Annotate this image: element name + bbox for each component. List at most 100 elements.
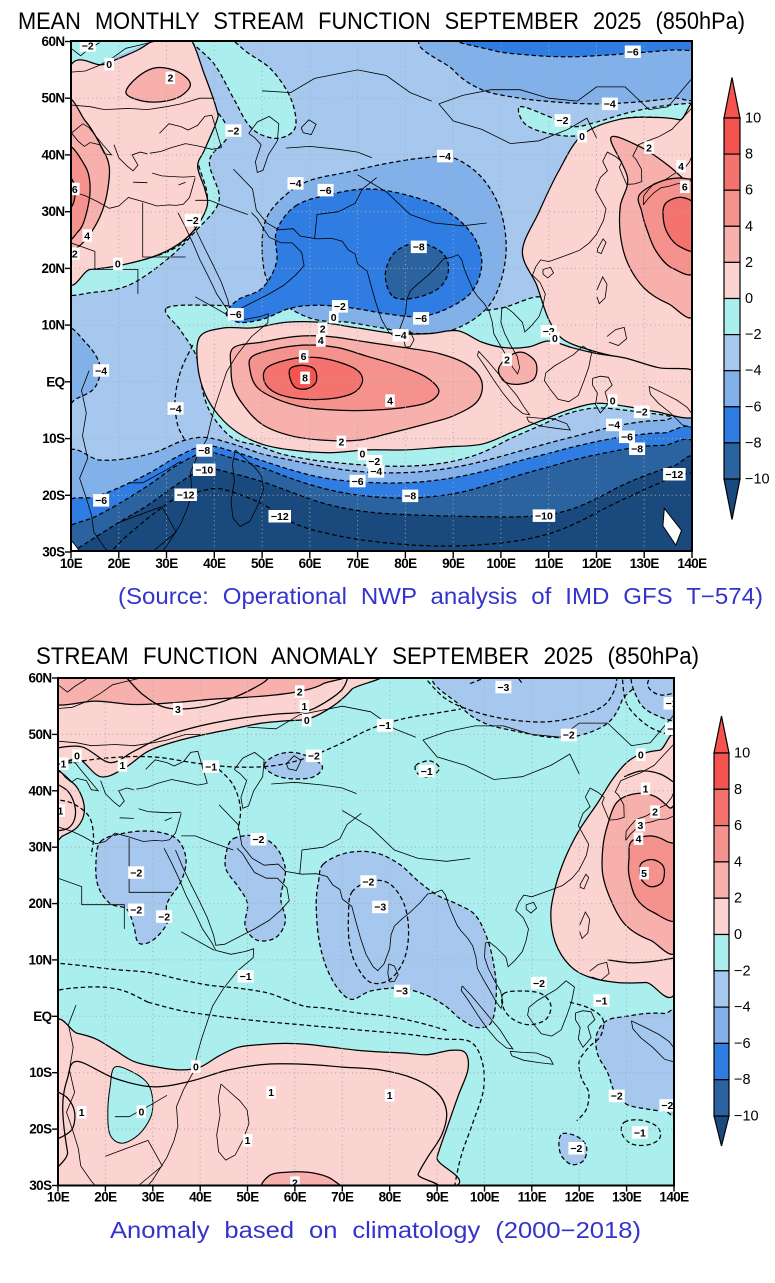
svg-text:6: 6 [734,818,742,834]
svg-text:EQ: EQ [33,1009,51,1024]
svg-text:4: 4 [84,230,90,242]
svg-text:−2: −2 [734,963,751,979]
svg-text:70E: 70E [346,556,369,571]
svg-text:−1: −1 [596,995,608,1007]
svg-text:2: 2 [504,355,510,367]
svg-text:1: 1 [387,1090,393,1102]
svg-text:50E: 50E [251,556,274,571]
svg-text:−12: −12 [271,511,289,523]
svg-text:−6: −6 [352,476,364,488]
svg-text:30S: 30S [42,545,65,560]
svg-text:3: 3 [637,820,643,832]
svg-text:−2: −2 [563,730,575,742]
svg-text:10E: 10E [60,556,83,571]
svg-text:30N: 30N [29,840,52,855]
svg-text:60E: 60E [299,556,322,571]
svg-text:10S: 10S [29,1065,52,1080]
svg-text:−2: −2 [227,125,239,137]
svg-text:−12: −12 [665,469,683,481]
svg-text:0: 0 [359,449,365,461]
svg-text:−2: −2 [611,1091,623,1103]
svg-text:−10: −10 [195,465,213,477]
svg-text:0: 0 [138,1106,144,1118]
svg-text:20S: 20S [42,488,65,503]
svg-text:20N: 20N [42,261,65,276]
svg-text:−4: −4 [170,403,182,415]
svg-text:1: 1 [643,783,649,795]
svg-text:1: 1 [119,760,125,772]
svg-text:60N: 60N [29,671,52,686]
svg-text:−2: −2 [308,751,320,763]
svg-text:−2: −2 [661,1100,673,1112]
svg-text:30E: 30E [142,1190,165,1205]
svg-text:40N: 40N [42,147,65,162]
svg-text:140E: 140E [659,1190,689,1205]
svg-text:20S: 20S [29,1122,52,1137]
svg-text:20N: 20N [29,896,52,911]
svg-text:130E: 130E [612,1190,642,1205]
svg-text:2: 2 [745,255,753,271]
svg-text:80E: 80E [394,556,417,571]
svg-text:−2: −2 [158,911,170,923]
svg-text:4: 4 [387,395,393,407]
svg-text:−2: −2 [636,407,648,419]
svg-text:−4: −4 [95,365,107,377]
svg-text:−3: −3 [497,682,509,694]
svg-text:0: 0 [193,1061,199,1073]
svg-text:140E: 140E [677,556,707,571]
svg-text:−1: −1 [54,759,66,771]
svg-text:30N: 30N [42,204,65,219]
svg-text:−4: −4 [608,420,620,432]
svg-text:−1: −1 [666,698,678,710]
svg-text:−10: −10 [535,511,553,523]
svg-text:−1: −1 [240,971,252,983]
svg-text:1: 1 [301,701,307,713]
svg-text:0: 0 [745,291,753,307]
svg-text:2: 2 [652,806,658,818]
svg-text:6: 6 [301,351,307,363]
svg-text:2: 2 [297,686,303,698]
svg-text:8: 8 [734,782,742,798]
svg-text:0: 0 [579,131,585,143]
svg-text:−2: −2 [334,301,346,313]
svg-text:2: 2 [338,437,344,449]
svg-text:−4: −4 [439,151,451,163]
svg-text:90E: 90E [426,1190,449,1205]
svg-text:6: 6 [72,184,78,196]
svg-text:0: 0 [115,259,121,271]
svg-text:6: 6 [682,182,688,194]
svg-text:50E: 50E [236,1190,259,1205]
svg-text:1: 1 [268,1087,274,1099]
svg-text:40E: 40E [189,1190,212,1205]
svg-text:0: 0 [304,715,310,727]
svg-text:−6: −6 [95,495,107,507]
svg-text:−1: −1 [421,766,433,778]
svg-text:0: 0 [638,750,644,762]
svg-text:−4: −4 [395,330,407,342]
svg-text:−6: −6 [627,47,639,59]
svg-text:10N: 10N [29,952,52,967]
svg-text:130E: 130E [630,556,660,571]
svg-text:0: 0 [552,333,558,345]
svg-text:110E: 110E [535,556,564,571]
svg-text:4: 4 [636,834,642,846]
svg-text:−4: −4 [290,178,302,190]
svg-text:8: 8 [302,373,308,385]
svg-text:4: 4 [678,161,684,173]
svg-text:−8: −8 [404,491,416,503]
svg-text:−2: −2 [252,834,264,846]
svg-text:0: 0 [610,395,616,407]
svg-text:STREAM FUNCTION ANOMALY SEPTEM: STREAM FUNCTION ANOMALY SEPTEMBER 2025 (… [36,643,699,670]
svg-text:−6: −6 [415,313,427,325]
svg-text:EQ: EQ [46,374,64,389]
svg-text:0: 0 [106,59,112,71]
svg-text:100E: 100E [470,1190,500,1205]
svg-text:4: 4 [318,335,324,347]
svg-text:−2: −2 [362,876,374,888]
svg-text:−8: −8 [631,444,643,456]
svg-text:−2: −2 [130,905,142,917]
svg-text:60E: 60E [284,1190,307,1205]
svg-text:−2: −2 [130,867,142,879]
svg-text:MEAN MONTHLY STREAM FUNCTION S: MEAN MONTHLY STREAM FUNCTION SEPTEMBER 2… [18,8,745,35]
svg-text:−4: −4 [370,466,382,478]
